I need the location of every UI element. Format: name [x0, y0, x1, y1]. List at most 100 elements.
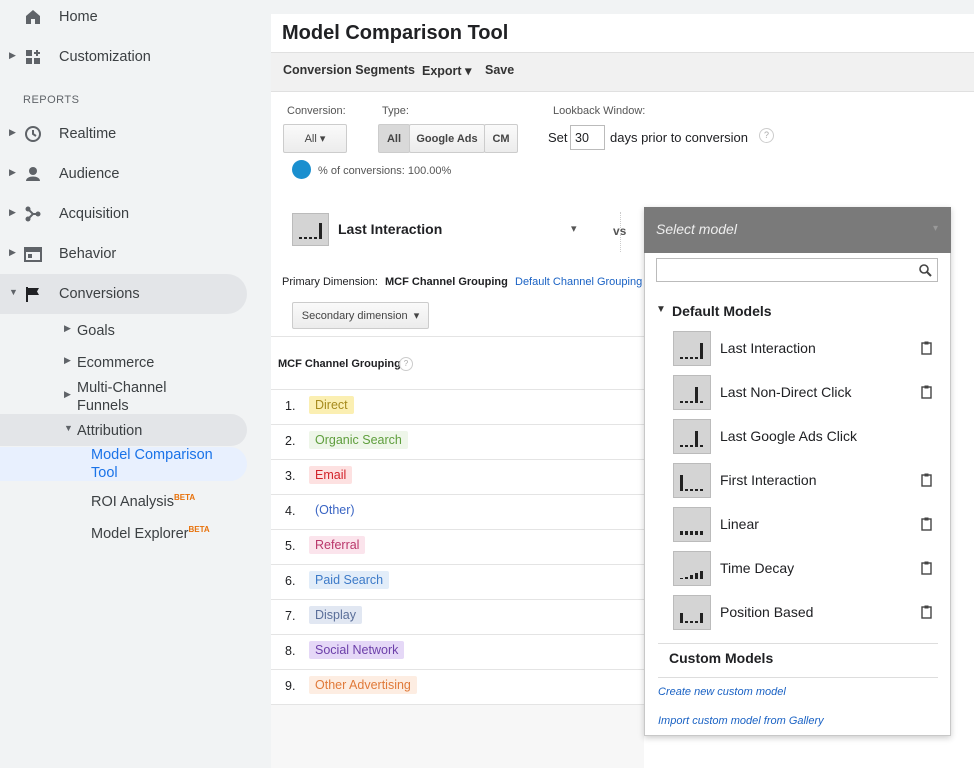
lookback-input[interactable]: 30 — [570, 125, 605, 150]
model-option[interactable]: Linear — [720, 516, 759, 532]
expand-arrow[interactable]: ▼ — [9, 287, 18, 297]
nav-subitem[interactable]: Ecommerce — [77, 355, 155, 371]
dropdown-arrow: ▾ — [933, 223, 939, 234]
icon-graphic — [921, 473, 932, 487]
icon-graphic — [680, 613, 703, 623]
nav-subitem[interactable]: Multi-Channel Funnels — [77, 380, 167, 414]
menu-header[interactable] — [644, 207, 951, 253]
model-option[interactable]: Position Based — [720, 604, 814, 620]
copy-icon[interactable] — [921, 473, 933, 487]
icon-graphic — [680, 531, 703, 535]
expand-arrow[interactable]: ▶ — [64, 355, 71, 365]
nav-label: Model Comparison Tool — [91, 447, 213, 481]
model-option[interactable]: First Interaction — [720, 472, 817, 488]
row-index: 1. — [285, 399, 296, 413]
menu-link[interactable]: Create new custom model — [658, 686, 786, 698]
icon-graphic — [921, 341, 932, 355]
nav-item[interactable]: Realtime — [59, 126, 117, 142]
expand-arrow[interactable]: ▶ — [9, 50, 16, 60]
help-icon[interactable]: ? — [759, 128, 774, 143]
model-option[interactable]: Last Google Ads Click — [720, 428, 857, 444]
model-icon — [673, 595, 711, 630]
expand-arrow[interactable]: ▼ — [64, 423, 73, 433]
dimension-active: MCF Channel Grouping — [385, 276, 508, 288]
copy-icon[interactable] — [921, 517, 933, 531]
icon-graphic — [26, 50, 40, 64]
nav-subitem[interactable]: ROI AnalysisBETA — [91, 489, 221, 511]
row-index: 2. — [285, 434, 296, 448]
nav-subitem[interactable]: Model Comparison Tool — [91, 446, 221, 482]
icon-graphic — [680, 431, 703, 447]
nav-item[interactable]: Conversions — [59, 286, 140, 302]
channel-chip: Organic Search — [309, 431, 408, 449]
icon-graphic — [921, 517, 932, 531]
legend-dot — [292, 160, 311, 179]
model-option[interactable]: Last Non-Direct Click — [720, 384, 852, 400]
table-row — [271, 494, 644, 530]
nav-item[interactable]: Customization — [59, 49, 151, 65]
copy-icon[interactable] — [921, 605, 933, 619]
menu-link[interactable]: Import custom model from Gallery — [658, 715, 824, 727]
nav-item[interactable]: Home — [59, 9, 98, 25]
filter-label: Conversion: — [287, 105, 346, 117]
type-button[interactable]: All — [378, 124, 410, 153]
divider — [620, 212, 621, 252]
model-option[interactable]: Time Decay — [720, 560, 795, 576]
nav-subitem[interactable]: Attribution — [77, 423, 143, 439]
menu-placeholder: Select model — [656, 221, 737, 237]
model-icon — [673, 331, 711, 366]
help-icon[interactable]: ? — [399, 357, 413, 371]
nav-item[interactable]: Behavior — [59, 246, 117, 262]
primary-model[interactable]: Last Interaction — [338, 221, 443, 237]
search-box[interactable] — [656, 258, 938, 282]
sidebar: Home Customization ▶ REPORTS Realtime ▶ Audien… — [0, 0, 271, 768]
copy-icon[interactable] — [921, 561, 933, 575]
icon-graphic — [921, 605, 932, 619]
toolbar-button[interactable]: Export ▾ — [422, 64, 472, 78]
dimension-option[interactable]: Default Channel Grouping — [515, 276, 643, 288]
section-toggle[interactable]: ▼ — [656, 304, 666, 315]
expand-arrow[interactable]: ▶ — [9, 207, 16, 217]
copy-icon[interactable] — [921, 385, 933, 399]
channel-chip: Paid Search — [309, 571, 390, 589]
model-option[interactable]: Last Interaction — [720, 340, 816, 356]
nav-highlight — [0, 274, 247, 314]
channel-chip: Referral — [309, 536, 366, 554]
nav-subitem[interactable]: Goals — [77, 323, 115, 339]
type-button[interactable]: Google Ads — [409, 124, 485, 153]
section-label: REPORTS — [23, 94, 80, 106]
channel-chip: Direct — [309, 396, 354, 414]
channel-chip: Display — [309, 606, 362, 624]
channel-chip: (Other) — [315, 503, 355, 517]
table-row — [271, 389, 644, 425]
table-row — [271, 599, 644, 635]
expand-arrow[interactable]: ▶ — [64, 389, 71, 399]
model-icon — [673, 375, 711, 410]
type-button[interactable]: CM — [484, 124, 518, 153]
icon-graphic — [680, 387, 703, 403]
nav-item[interactable]: Acquisition — [59, 206, 130, 222]
divider — [658, 677, 938, 678]
nav-highlight — [0, 414, 247, 446]
row-index: 6. — [285, 574, 296, 588]
expand-arrow[interactable]: ▶ — [9, 127, 16, 137]
toolbar-button[interactable]: Save — [485, 63, 515, 77]
toolbar-button[interactable]: Conversion Segments — [283, 63, 415, 77]
vs-label: vs — [613, 224, 627, 238]
secondary-dimension[interactable]: Secondary dimension ▾ — [292, 302, 429, 329]
expand-arrow[interactable]: ▶ — [9, 167, 16, 177]
nav-icon — [24, 8, 42, 26]
dropdown-arrow[interactable]: ▾ — [571, 223, 577, 235]
nav-subitem[interactable]: Model ExplorerBETA — [91, 521, 221, 543]
table-row — [271, 529, 644, 565]
model-icon — [673, 419, 711, 454]
icon-graphic — [26, 287, 39, 302]
expand-arrow[interactable]: ▶ — [9, 247, 16, 257]
nav-item[interactable]: Audience — [59, 166, 120, 182]
expand-arrow[interactable]: ▶ — [64, 323, 71, 333]
top-strip — [271, 0, 974, 14]
copy-icon[interactable] — [921, 341, 933, 355]
conversion-dropdown[interactable]: All ▾ — [283, 124, 347, 153]
icon-graphic — [26, 167, 40, 181]
